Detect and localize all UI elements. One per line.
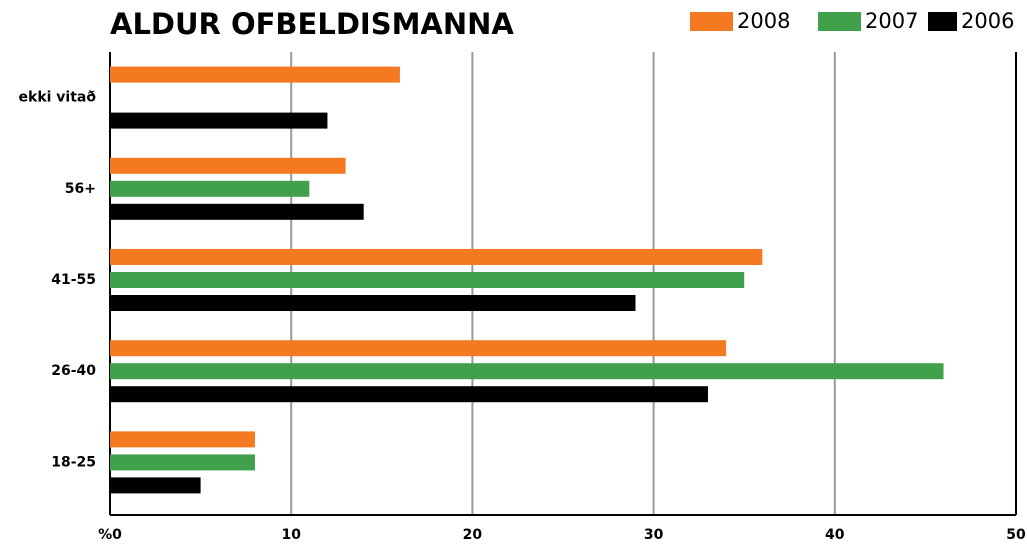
y-tick-label: 18-25 (51, 454, 96, 470)
chart-title: ALDUR OFBELDISMANNA (110, 7, 514, 41)
legend-swatch (928, 12, 957, 31)
bar (110, 340, 727, 357)
bar (110, 157, 346, 174)
x-tick-label: 30 (644, 527, 664, 543)
bar (110, 66, 400, 83)
y-tick-label: 56+ (65, 181, 96, 197)
x-tick-label: %0 (98, 527, 122, 543)
bar (110, 180, 310, 197)
legend-label: 2006 (961, 9, 1014, 33)
legend-swatch (818, 12, 861, 31)
bar (110, 203, 364, 220)
x-tick-label: 40 (825, 527, 845, 543)
bar (110, 272, 745, 288)
legend-swatch (690, 12, 733, 31)
bar (110, 431, 255, 448)
bar (110, 454, 255, 471)
bar (110, 249, 763, 265)
legend-label: 2007 (865, 9, 918, 33)
x-tick-label: 10 (281, 527, 301, 543)
y-tick-label: 26-40 (51, 363, 96, 379)
x-tick-label: 20 (463, 527, 483, 543)
bar (110, 112, 328, 129)
bar (110, 363, 944, 380)
legend-label: 2008 (737, 9, 790, 33)
bar (110, 295, 636, 311)
bar (110, 477, 201, 494)
y-tick-label: 41-55 (51, 272, 96, 288)
y-tick-label: ekki vitað (19, 90, 97, 106)
x-tick-label: 50 (1006, 527, 1026, 543)
bar (110, 386, 708, 403)
